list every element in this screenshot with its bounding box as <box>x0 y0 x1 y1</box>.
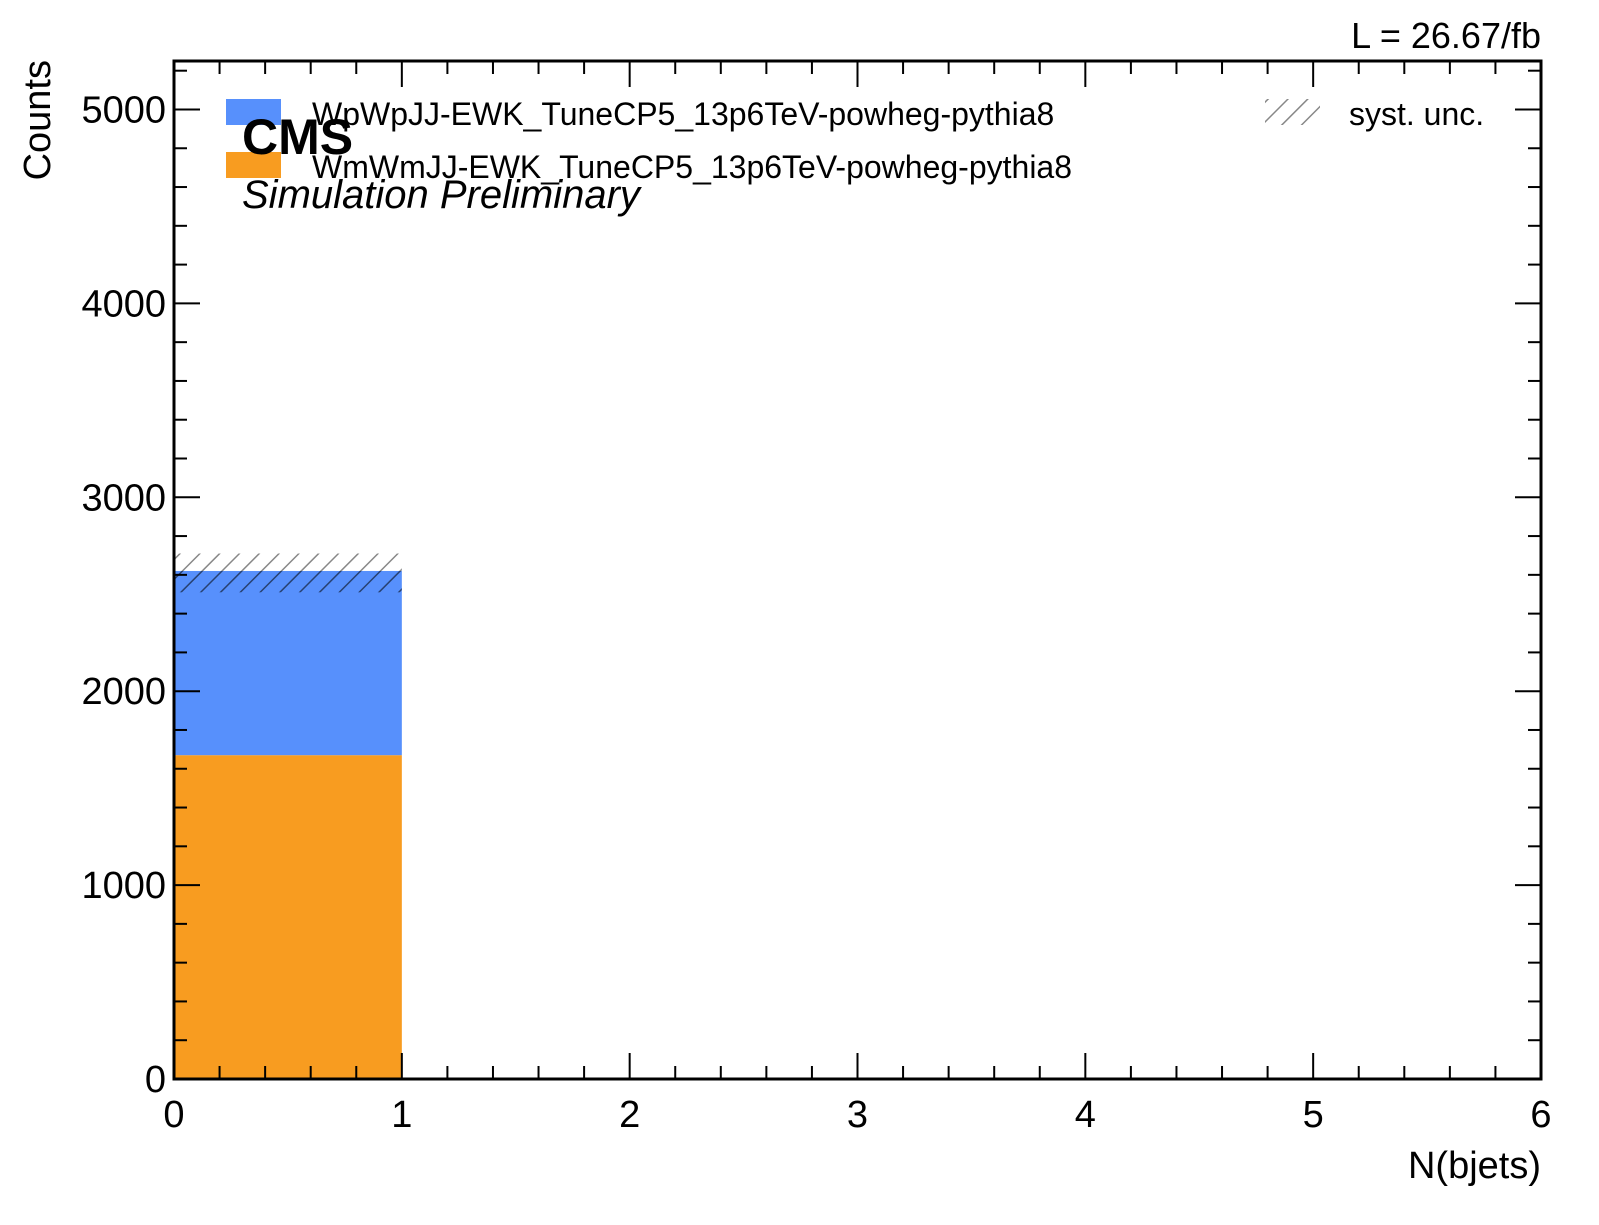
bar-wpwp-bin-0 <box>174 570 402 756</box>
cms-label: CMS <box>242 109 353 165</box>
stacked-bars <box>174 570 402 1079</box>
legend-swatch-wpwp <box>226 99 281 125</box>
legend-swatch-wmwm <box>226 152 281 178</box>
syst-unc-band-lower-bin-0 <box>174 570 402 593</box>
bar-wmwm-bin-0 <box>174 755 402 1079</box>
x-tick-label: 3 <box>847 1094 868 1136</box>
legend-swatch-syst-unc <box>1265 99 1320 125</box>
legend: WpWpJJ-EWK_TuneCP5_13p6TeV-powheg-pythia… <box>226 96 1484 185</box>
y-tick-label: 2000 <box>81 671 166 713</box>
x-tick-label: 1 <box>391 1094 412 1136</box>
y-tick-label: 0 <box>145 1059 166 1101</box>
y-tick-label: 3000 <box>81 477 166 519</box>
syst-unc-bands <box>174 553 402 593</box>
x-tick-label: 5 <box>1303 1094 1324 1136</box>
y-tick-label: 1000 <box>81 865 166 907</box>
luminosity-label: L = 26.67/fb <box>1351 15 1541 56</box>
cms-sublabel: Simulation Preliminary <box>242 173 643 217</box>
x-tick-label: 6 <box>1530 1094 1551 1136</box>
x-tick-label: 2 <box>619 1094 640 1136</box>
legend-label-wpwp: WpWpJJ-EWK_TuneCP5_13p6TeV-powheg-pythia… <box>312 96 1054 132</box>
x-tick-label: 4 <box>1075 1094 1096 1136</box>
x-tick-label: 0 <box>163 1094 184 1136</box>
y-axis-title: Counts <box>17 60 59 180</box>
plot-frame <box>172 59 1543 1081</box>
legend-label-syst-unc: syst. unc. <box>1349 96 1484 132</box>
x-axis-title: N(bjets) <box>1408 1145 1541 1187</box>
syst-unc-band-upper-bin-0 <box>174 553 402 571</box>
axis-tick-labels: 0 1 2 3 4 5 6 0 1000 2000 3000 4000 5000 <box>81 89 1551 1136</box>
y-tick-label: 5000 <box>81 89 166 131</box>
legend-label-wmwm: WmWmJJ-EWK_TuneCP5_13p6TeV-powheg-pythia… <box>312 149 1072 185</box>
y-tick-label: 4000 <box>81 283 166 325</box>
